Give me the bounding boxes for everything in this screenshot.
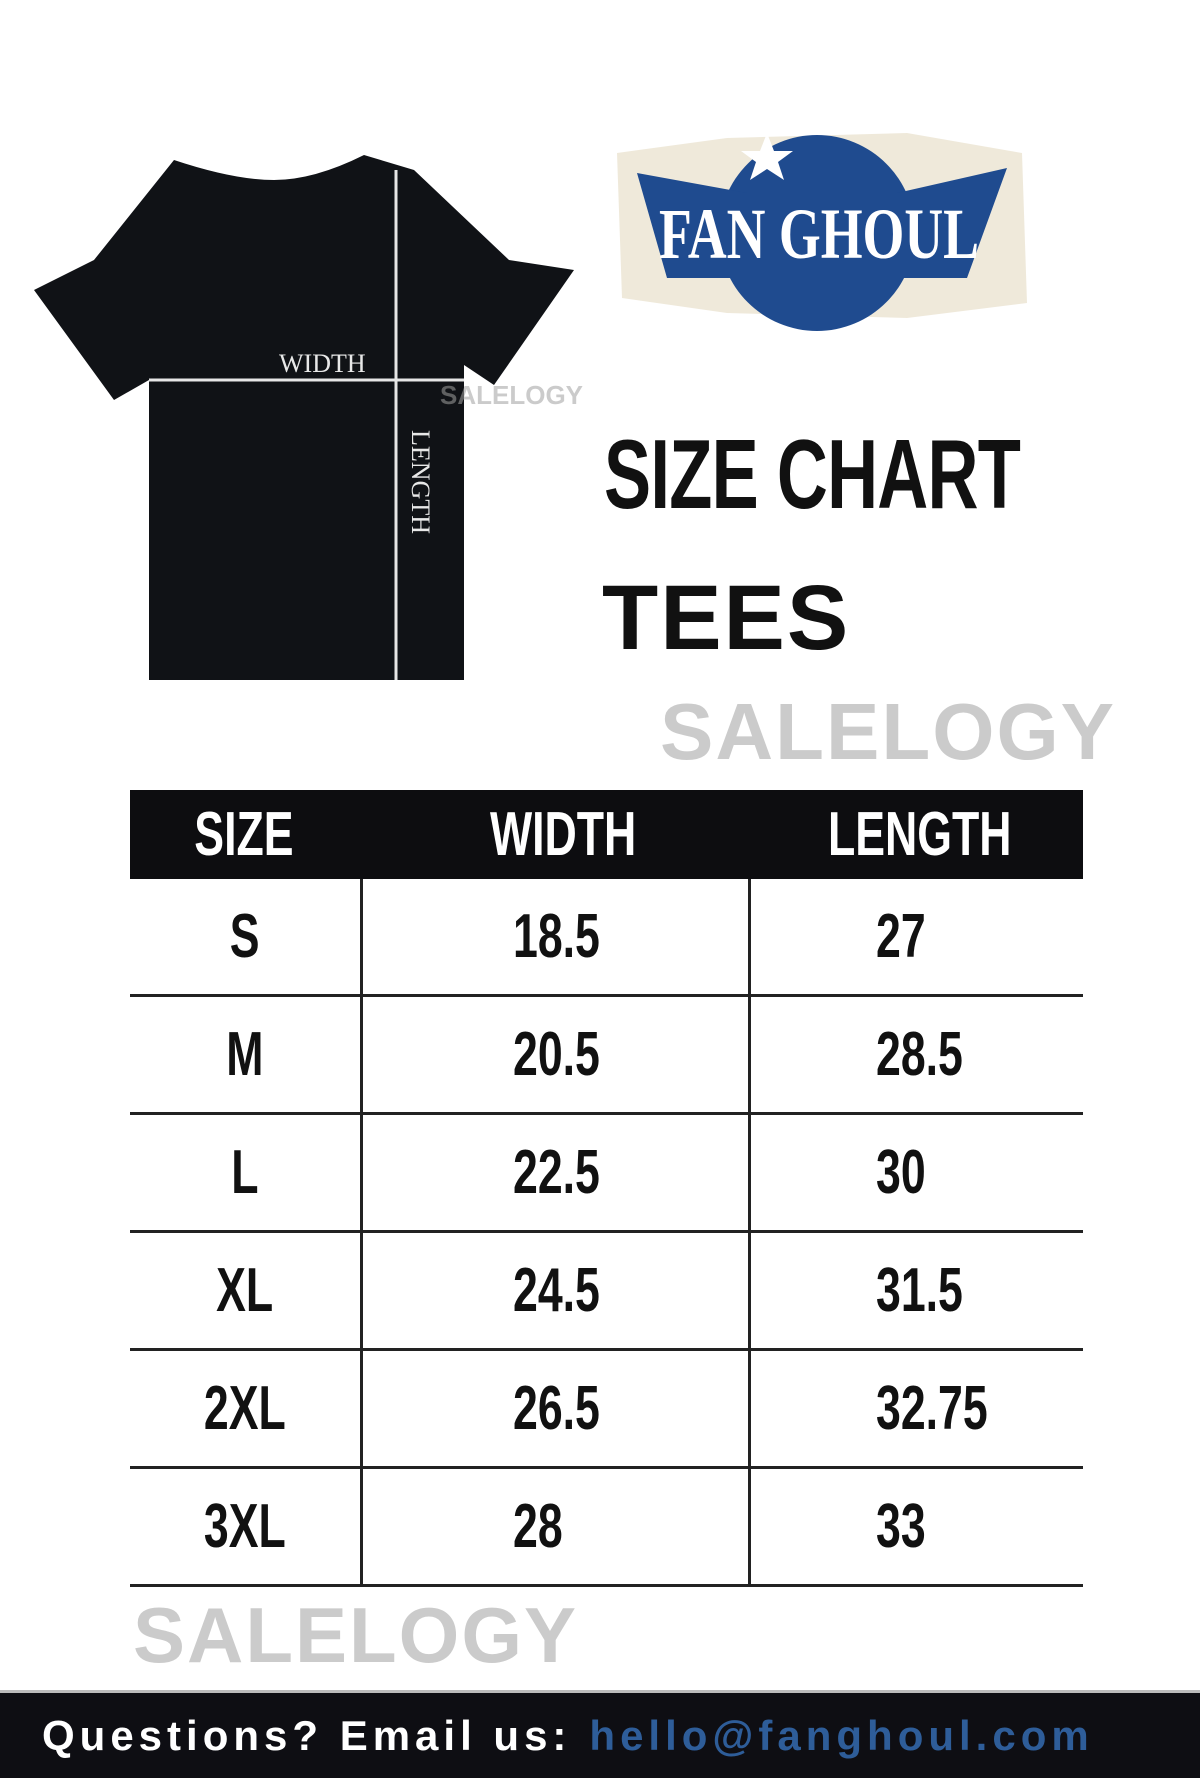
header-width: WIDTH bbox=[489, 800, 637, 869]
width-cell: 28 bbox=[513, 1492, 563, 1561]
length-cell: 31.5 bbox=[876, 1256, 963, 1325]
tshirt-shape bbox=[34, 155, 574, 680]
table-row: L 22.5 30 bbox=[130, 1115, 1083, 1233]
email-link[interactable]: hello@fanghoul.com bbox=[589, 1711, 1094, 1759]
size-cell: L bbox=[231, 1138, 259, 1207]
header-length: LENGTH bbox=[828, 800, 1012, 869]
tshirt-diagram: WIDTH LENGTH bbox=[34, 155, 574, 680]
table-row: M 20.5 28.5 bbox=[130, 997, 1083, 1115]
size-cell: S bbox=[230, 902, 260, 971]
width-cell: 22.5 bbox=[513, 1138, 600, 1207]
length-cell: 27 bbox=[876, 902, 926, 971]
fan-ghoul-logo: FAN GHOUL bbox=[617, 133, 1027, 331]
length-cell: 28.5 bbox=[876, 1020, 963, 1089]
svg-text:FAN GHOUL: FAN GHOUL bbox=[659, 194, 979, 274]
header-size: SIZE bbox=[193, 800, 294, 869]
page-title: SIZE CHART bbox=[604, 419, 1021, 529]
footer: Questions? Email us: hello@fanghoul.com bbox=[0, 1690, 1200, 1778]
watermark: SALELOGY bbox=[660, 687, 1117, 776]
length-label: LENGTH bbox=[406, 430, 435, 534]
size-cell: M bbox=[226, 1020, 264, 1089]
watermark: SALELOGY bbox=[133, 1591, 579, 1679]
table-row: S 18.5 27 bbox=[130, 879, 1083, 997]
size-table: SIZE WIDTH LENGTH S 18.5 27 M 20.5 28.5 … bbox=[130, 790, 1083, 1587]
size-cell: XL bbox=[216, 1256, 274, 1325]
length-cell: 30 bbox=[876, 1138, 926, 1207]
table-row: XL 24.5 31.5 bbox=[130, 1233, 1083, 1351]
width-label: WIDTH bbox=[279, 349, 366, 378]
width-cell: 24.5 bbox=[513, 1256, 600, 1325]
footer-question: Questions? Email us: bbox=[42, 1711, 572, 1759]
star-icon bbox=[741, 133, 793, 180]
length-cell: 33 bbox=[876, 1492, 926, 1561]
width-cell: 18.5 bbox=[513, 902, 600, 971]
table-row: 3XL 28 33 bbox=[130, 1469, 1083, 1587]
table-row: 2XL 26.5 32.75 bbox=[130, 1351, 1083, 1469]
table-header: SIZE WIDTH LENGTH bbox=[130, 790, 1083, 879]
width-cell: 20.5 bbox=[513, 1020, 600, 1089]
size-cell: 2XL bbox=[204, 1374, 286, 1443]
subtitle: TEES bbox=[602, 567, 851, 669]
watermark: SALELOGY bbox=[440, 380, 584, 410]
width-cell: 26.5 bbox=[513, 1374, 600, 1443]
length-cell: 32.75 bbox=[876, 1374, 988, 1443]
size-cell: 3XL bbox=[204, 1492, 286, 1561]
